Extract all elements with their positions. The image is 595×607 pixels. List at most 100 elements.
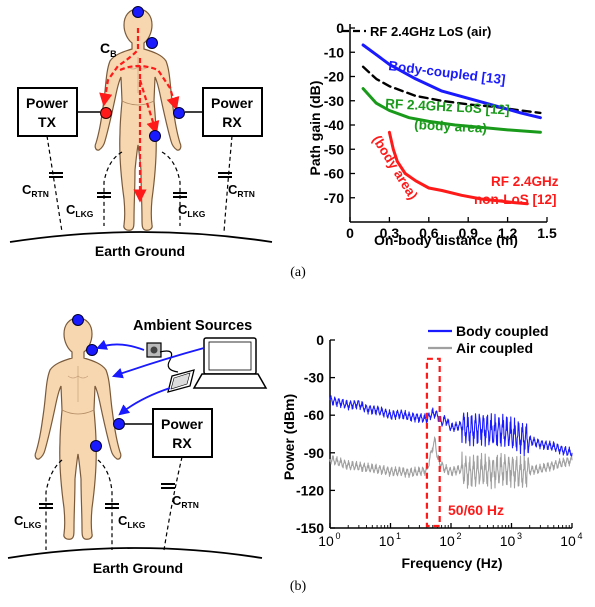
series-line: [361, 43, 542, 120]
legend-label: RF 2.4GHz LoS (air): [370, 24, 491, 39]
series-line: [329, 395, 573, 457]
power-rx-label: RX: [172, 435, 192, 451]
electrode-icon: [146, 37, 158, 49]
body-capacitance-label: CB: [100, 40, 117, 59]
x-tick-label: 0.3: [380, 225, 400, 241]
leakage-path-line: [45, 459, 63, 550]
series-line: [329, 436, 573, 490]
y-tick-label: -10: [324, 44, 344, 60]
highlight-label: 50/60 Hz: [448, 502, 504, 518]
earth-ground-label: Earth Ground: [93, 560, 183, 576]
y-tick-label: -40: [324, 117, 344, 133]
rf-nlos-annotation: non-LoS [12]: [474, 192, 557, 207]
rf-los-body-annotation: RF 2.4GHz LoS [12]: [385, 96, 510, 117]
y-tick-label: -30: [304, 370, 324, 386]
c-rtn-right-label: CRTN: [228, 182, 255, 199]
y-tick-label: -70: [324, 190, 344, 206]
c-rtn-left-label: CRTN: [22, 182, 49, 199]
return-path-line: [163, 456, 183, 551]
x-tick-label: 10: [318, 533, 334, 549]
y-tick-label: -20: [324, 69, 344, 85]
coupling-arrow: [111, 347, 205, 379]
power-tx-label: TX: [38, 114, 57, 130]
outlet-socket-icon: [150, 346, 158, 354]
coupling-arrow: [95, 339, 145, 351]
earth-ground-line: [9, 231, 273, 243]
capacitor-icon: [49, 172, 232, 198]
x-tick-label: 0: [346, 225, 354, 241]
coupling-path-arrow: [99, 28, 140, 107]
y-axis-label: Power (dBm): [281, 394, 297, 480]
power-rx-box: [152, 408, 213, 458]
leakage-path-line: [161, 151, 181, 226]
earth-ground-label: Earth Ground: [95, 243, 185, 259]
c-lkg-right-label: CLKG: [178, 202, 206, 219]
x-axis-label: On-body distance (m): [374, 232, 518, 248]
x-tick-label: 10: [379, 533, 395, 549]
electrode-icon: [132, 6, 144, 18]
x-tick-label: 1.2: [498, 225, 518, 241]
y-tick-label: -120: [296, 482, 324, 498]
x-tick-label: 0.6: [419, 225, 439, 241]
series-line: [387, 130, 529, 206]
diagram-b: Ambient Sources Power RX CLKG CLKG: [7, 314, 268, 576]
y-axis-label: Path gain (dB): [307, 81, 323, 176]
x-tick-exponent: 1: [396, 531, 401, 541]
power-tx-label: Power: [26, 95, 69, 111]
y-tick-label: -60: [324, 166, 344, 182]
x-tick-label: 10: [500, 533, 516, 549]
x-tick-label: 1.5: [537, 225, 557, 241]
rf-los-body-annotation: (body area): [414, 117, 487, 136]
series-line: [361, 87, 542, 134]
leakage-path-line: [103, 151, 123, 226]
c-rtn-label: CRTN: [172, 493, 199, 510]
y-tick-label: -90: [304, 445, 324, 461]
human-body-b: [34, 317, 122, 540]
c-lkg-left-label: CLKG: [14, 513, 42, 530]
laptop-keyboard-icon: [192, 373, 268, 389]
y-tick-label: -150: [296, 520, 324, 536]
return-path-line: [223, 135, 233, 233]
x-tick-label: 10: [560, 533, 576, 549]
return-path-line: [46, 135, 63, 233]
x-tick-label: 10: [439, 533, 455, 549]
rf-nlos-body-annotation: (body area): [369, 133, 420, 203]
earth-ground-line: [7, 547, 263, 559]
y-tick-label: 0: [336, 20, 344, 36]
legend-label: Air coupled: [456, 340, 533, 356]
x-tick-exponent: 4: [577, 531, 582, 541]
coupling-path-arrow: [138, 79, 160, 135]
c-lkg-right-label: CLKG: [118, 513, 146, 530]
electrode-icon: [90, 440, 102, 452]
y-tick-label: 0: [316, 332, 324, 348]
cable-line: [159, 350, 179, 373]
power-rx-label: Power: [161, 416, 204, 432]
rx-electrode-icon: [173, 107, 185, 119]
y-tick-label: -60: [304, 407, 324, 423]
diagram-a: CB Power TX Power RX CRTN CRTN CLKG CLKG…: [9, 6, 273, 259]
body-coupled-annotation: Body-coupled [13]: [388, 58, 507, 87]
x-tick-exponent: 2: [456, 531, 461, 541]
electrode-icon: [72, 314, 84, 326]
y-tick-label: -30: [324, 93, 344, 109]
path-gain-chart: 0-10-20-30-40-50-60-70 0 0.3 0.6 0.9 1.2 1.5 …: [307, 20, 559, 248]
coupling-arrow: [118, 387, 171, 416]
c-lkg-left-label: CLKG: [66, 202, 94, 219]
y-tick-label: -50: [324, 141, 344, 157]
x-tick-label: 0.9: [458, 225, 478, 241]
power-rx-label: Power: [211, 95, 254, 111]
power-rx-label: RX: [222, 114, 242, 130]
electrode-icon: [86, 344, 98, 356]
electrode-icon: [149, 130, 161, 142]
leakage-path-line: [97, 459, 113, 550]
figure-a-caption: (a): [290, 265, 306, 280]
legend-label: Body coupled: [456, 323, 549, 339]
figure-b-caption: (b): [290, 579, 307, 594]
x-tick-exponent: 0: [335, 531, 340, 541]
capacitor-icon: [39, 483, 175, 509]
coupling-path-arrow: [119, 64, 180, 111]
x-tick-exponent: 3: [517, 531, 522, 541]
ambient-sources-label: Ambient Sources: [133, 318, 252, 334]
power-spectrum-chart: 0-30-60-90-120-150 10 0 10 1 10 2 10 3 10 4 50/60…: [281, 323, 583, 571]
